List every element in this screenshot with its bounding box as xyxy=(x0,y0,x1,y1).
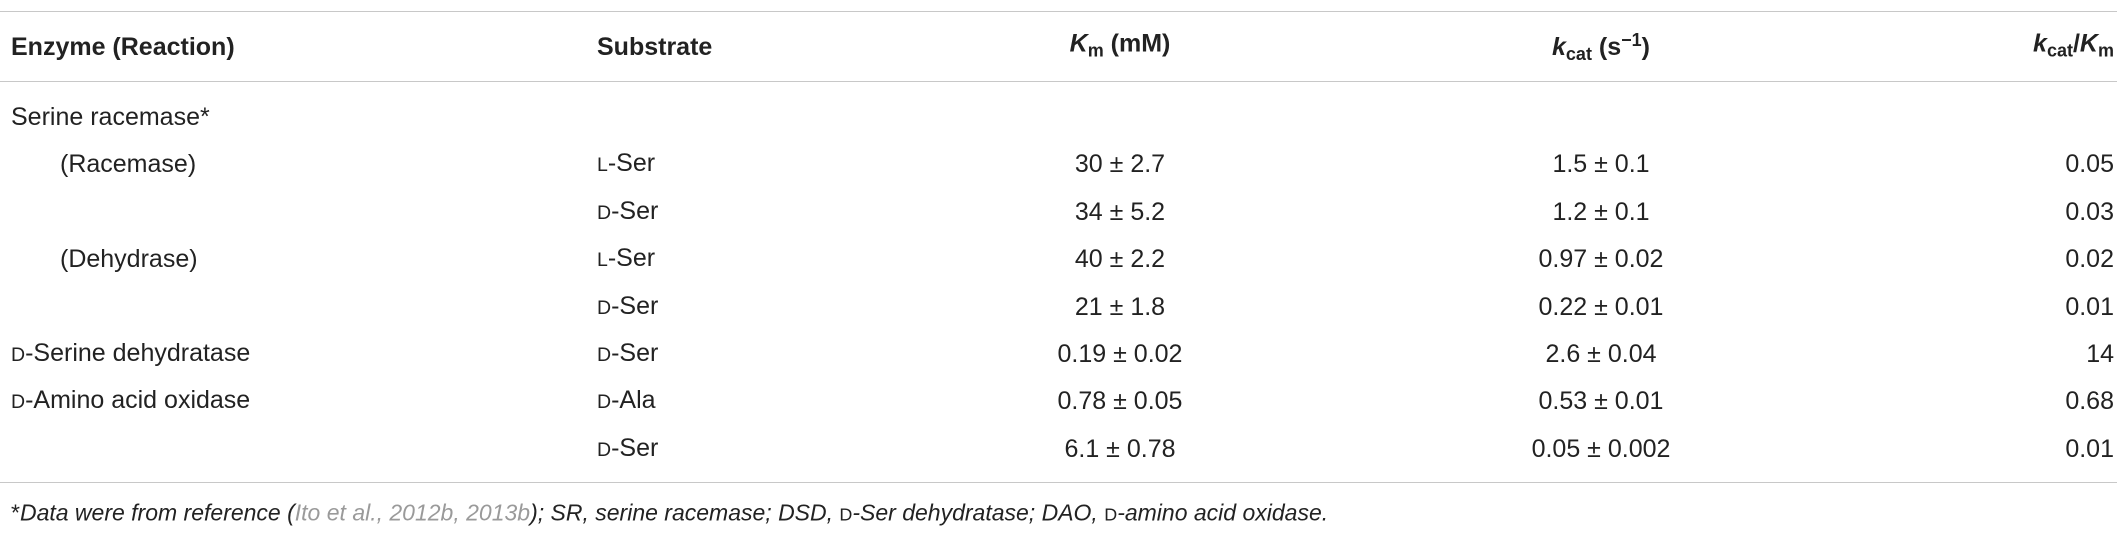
column-header: Enzyme (Reaction) xyxy=(11,32,235,62)
text-segment: m xyxy=(1087,40,1104,61)
text-segment: * xyxy=(11,499,20,526)
value-cell: 40 ± 2.2 xyxy=(1074,245,1166,274)
text-segment: Enzyme (Reaction) xyxy=(11,33,235,61)
column-header: kcat (s−1) xyxy=(1552,25,1650,69)
value-cell: 34 ± 5.2 xyxy=(1074,197,1166,226)
text-segment: D xyxy=(839,504,853,525)
text-segment: Ito et al., 2012b, 2013b xyxy=(294,499,531,526)
text-segment: (mM) xyxy=(1103,29,1171,58)
header-rule xyxy=(0,81,2117,82)
text-segment: k xyxy=(1552,32,1566,61)
text-segment: K xyxy=(2079,29,2098,58)
text-segment: ) xyxy=(1641,32,1650,61)
bottom-rule xyxy=(0,482,2117,483)
value-cell: 2.6 ± 0.04 xyxy=(1545,340,1657,368)
column-header: Substrate xyxy=(597,32,712,62)
value-cell: 0.03 xyxy=(2065,197,2114,226)
value-cell: 14 xyxy=(2086,340,2114,368)
value-cell: 0.05 ± 0.002 xyxy=(1531,434,1671,463)
enzyme-cell: D-Serine dehydratase xyxy=(11,339,251,367)
value-cell: 0.01 xyxy=(2065,292,2114,321)
text-segment: (s xyxy=(1591,32,1622,61)
value-cell: 21 ± 1.8 xyxy=(1074,292,1166,321)
substrate-cell: L-Ser xyxy=(597,244,656,273)
text-segment: Data were from reference ( xyxy=(19,499,295,526)
text-segment: m xyxy=(2097,40,2114,61)
substrate-cell: D-Ser xyxy=(597,196,659,225)
enzyme-cell: (Dehydrase) xyxy=(60,245,198,274)
value-cell: 0.22 ± 0.01 xyxy=(1538,292,1664,321)
substrate-cell: D-Ser xyxy=(597,339,659,367)
text-segment: cat xyxy=(1565,44,1592,65)
text-segment: ); SR, serine racemase; DSD, xyxy=(530,499,840,526)
column-header: kcat/Km xyxy=(2033,28,2114,65)
text-segment: -amino acid oxidase. xyxy=(1117,499,1329,526)
value-cell: 0.01 xyxy=(2065,434,2114,463)
substrate-cell: L-Ser xyxy=(597,149,656,178)
text-segment: -Ser dehydratase; DAO, xyxy=(852,499,1105,526)
text-segment: cat xyxy=(2046,40,2073,61)
value-cell: 6.1 ± 0.78 xyxy=(1064,434,1176,463)
text-segment: K xyxy=(1069,29,1088,58)
text-segment: −1 xyxy=(1621,29,1642,50)
substrate-cell: D-Ser xyxy=(597,433,659,462)
substrate-cell: D-Ala xyxy=(597,386,656,415)
value-cell: 0.19 ± 0.02 xyxy=(1057,340,1183,368)
text-segment: D xyxy=(1104,504,1118,525)
substrate-cell: D-Ser xyxy=(597,291,659,320)
value-cell: 0.68 xyxy=(2065,387,2114,416)
footnote: *Data were from reference (Ito et al., 2… xyxy=(11,500,1328,527)
value-cell: 1.2 ± 0.1 xyxy=(1552,197,1650,226)
value-cell: 0.78 ± 0.05 xyxy=(1057,387,1183,416)
enzyme-cell: (Racemase) xyxy=(60,150,197,179)
column-header: Km (mM) xyxy=(1070,28,1171,65)
value-cell: 0.97 ± 0.02 xyxy=(1538,245,1664,274)
enzyme-cell: Serine racemase* xyxy=(11,103,210,131)
top-rule xyxy=(0,11,2117,12)
enzyme-cell: D-Amino acid oxidase xyxy=(11,386,251,415)
value-cell: 0.02 xyxy=(2065,245,2114,274)
text-segment: Substrate xyxy=(597,33,713,61)
value-cell: 0.05 xyxy=(2065,150,2114,179)
text-segment: k xyxy=(2033,29,2047,58)
value-cell: 30 ± 2.7 xyxy=(1074,150,1166,179)
value-cell: 0.53 ± 0.01 xyxy=(1538,387,1664,416)
value-cell: 1.5 ± 0.1 xyxy=(1552,150,1650,179)
text-segment: / xyxy=(2072,29,2080,58)
